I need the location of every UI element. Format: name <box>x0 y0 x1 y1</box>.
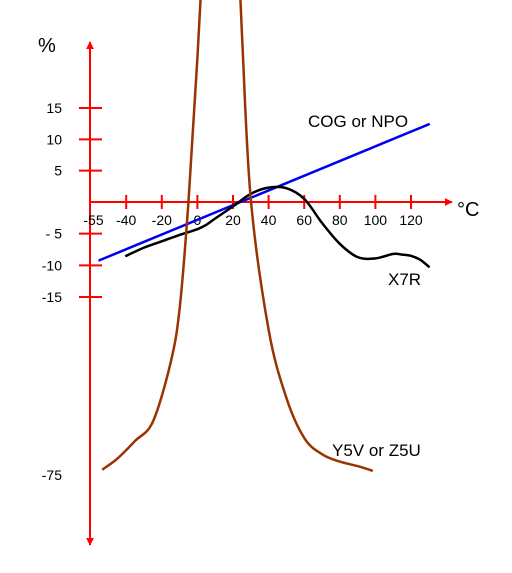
x-tick-label: -40 <box>116 212 136 228</box>
y-axis-ticks: 15 10 5 - 5 -10 -15 -75 <box>42 100 102 483</box>
series-label-y5v-z5u: Y5V or Z5U <box>332 441 421 460</box>
series-line-y5v-z5u <box>101 0 374 472</box>
x-tick-label: 60 <box>296 212 312 228</box>
x-axis-unit-label: °C <box>457 199 479 221</box>
axes <box>86 41 453 546</box>
x-tick-label: -20 <box>152 212 172 228</box>
series-line-cog-npo <box>98 123 431 262</box>
y-tick-label: 5 <box>54 163 62 179</box>
y-tick-label: -10 <box>42 257 62 273</box>
y-axis-unit-label: % <box>38 35 56 57</box>
y-tick-label: -75 <box>42 467 62 483</box>
y-tick-label: -15 <box>42 289 62 305</box>
series-label-x7r: X7R <box>388 270 421 289</box>
series-label-cog-npo: COG or NPO <box>308 112 408 131</box>
y-tick-label: 10 <box>46 131 62 147</box>
x-tick-label: 40 <box>261 212 277 228</box>
x-tick-label: 120 <box>399 212 423 228</box>
x-tick-label: 80 <box>332 212 348 228</box>
x-tick-label: -55 <box>83 212 103 228</box>
x-tick-label: 100 <box>364 212 388 228</box>
series-lines <box>98 0 431 472</box>
y-tick-label: 15 <box>46 100 62 116</box>
x-tick-label: 20 <box>225 212 241 228</box>
y-tick-label: - 5 <box>46 226 63 242</box>
